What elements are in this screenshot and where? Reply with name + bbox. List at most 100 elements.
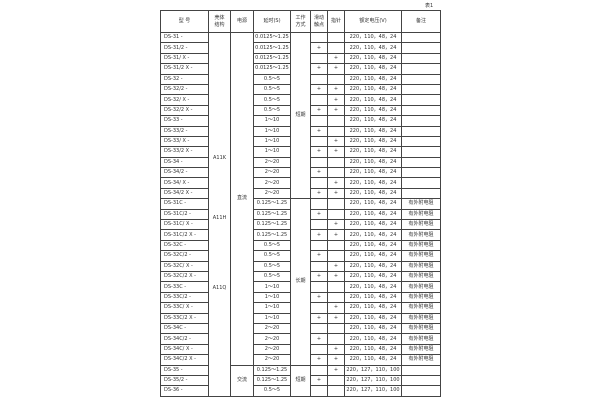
pointer-cell [327, 281, 345, 293]
note-cell [401, 167, 441, 179]
table-row: DS-34/2 X - 2～20 + +220，110，48，24 [160, 187, 441, 200]
model-cell: DS-32C/ X - [160, 260, 209, 273]
delay-cell: 0.5～5 [253, 250, 291, 262]
pointer-cell [327, 31, 345, 44]
shell-label: A11H [212, 215, 227, 221]
table-row: DS-31C -0.125～1.25 长期 220，110，48，24 有外附电阻 [160, 198, 441, 366]
model-cell: DS-35/2 - [160, 374, 209, 387]
model-cell: DS-33 - [160, 115, 209, 127]
slide-contact-cell [310, 94, 328, 106]
model-cell: DS-32C - [160, 239, 209, 252]
table-row: DS-31 - A11K A11H A11Q 直流 0.0125～1.25 短期 220，11… [160, 31, 441, 397]
delay-cell: 0.125～1.25 [253, 208, 291, 221]
table-row: DS-34/2 - 2～20 +220，110，48，24 [160, 167, 441, 179]
pointer-cell: + [327, 94, 345, 106]
voltage-cell: 220，110，48，24 [344, 333, 402, 345]
slide-contact-cell: + [310, 229, 328, 241]
slide-contact-cell: + [310, 354, 328, 366]
delay-cell: 1～10 [253, 135, 291, 148]
header-row: 型 号 壳体 结构 电源 延时(S) 工作 方式 滑动 触点 指针 额定电压(V… [160, 10, 441, 33]
model-cell: DS-32/2 - [160, 83, 209, 96]
header-power: 电源 [230, 10, 254, 33]
delay-cell: 2～20 [253, 322, 291, 335]
model-cell: DS-35 - [160, 364, 209, 376]
header-voltage: 额定电压(V) [344, 10, 402, 33]
delay-cell: 0.125～1.25 [253, 374, 291, 387]
pointer-cell: + [327, 177, 345, 189]
voltage-cell: 220，110，48，24 [344, 291, 402, 304]
voltage-cell: 220，110，48，24 [344, 187, 402, 200]
delay-cell: 0.0125～1.25 [253, 31, 291, 44]
pointer-cell: + [327, 219, 345, 231]
note-cell: 有外附电阻 [401, 302, 441, 314]
note-cell [401, 135, 441, 148]
voltage-cell: 220，110，48，24 [344, 270, 402, 283]
note-cell: 有外附电阻 [401, 208, 441, 221]
model-cell: DS-33/2 - [160, 125, 209, 137]
slide-contact-cell [310, 260, 328, 273]
table-row: DS-33 - 1～10 220，110，48，24 [160, 115, 441, 127]
shell-label: A11K [212, 155, 227, 161]
header-shell: 壳体 结构 [208, 10, 231, 33]
pointer-cell [327, 250, 345, 262]
delay-cell: 2～20 [253, 177, 291, 189]
shell-label: A11Q [212, 285, 227, 291]
delay-cell: 0.125～1.25 [253, 219, 291, 231]
voltage-cell: 220，127，110，100 [344, 374, 402, 387]
note-cell: 有外附电阻 [401, 291, 441, 304]
delay-cell: 2～20 [253, 354, 291, 366]
note-cell [401, 52, 441, 65]
relay-spec-table: 型 号 壳体 结构 电源 延时(S) 工作 方式 滑动 触点 指针 额定电压(V… [160, 10, 441, 397]
pointer-cell [327, 198, 345, 210]
voltage-cell: 220，110，48，24 [344, 302, 402, 314]
delay-cell: 0.125～1.25 [253, 364, 291, 376]
delay-cell: 0.125～1.25 [253, 229, 291, 241]
slide-contact-cell [310, 239, 328, 252]
delay-cell: 1～10 [253, 312, 291, 324]
model-cell: DS-34/ X - [160, 177, 209, 189]
table-caption: 表1 [425, 3, 434, 9]
model-cell: DS-34/2 X - [160, 187, 209, 200]
slide-contact-cell: + [310, 208, 328, 221]
note-cell [401, 146, 441, 158]
model-cell: DS-34C/2 X - [160, 354, 209, 366]
pointer-cell: + [327, 146, 345, 158]
table-row: DS-31/2 X - 0.0125～1.25 + +220，110，48，24 [160, 63, 441, 75]
model-cell: DS-31 - [160, 31, 209, 44]
table-row: DS-33C/ X - 1～10 +220，110，48，24 有外附电阻 [160, 302, 441, 314]
note-cell: 有外附电阻 [401, 270, 441, 283]
voltage-cell: 220，110，48，24 [344, 63, 402, 75]
note-cell: 有外附电阻 [401, 354, 441, 366]
voltage-cell: 220，110，48，24 [344, 156, 402, 169]
voltage-cell: 220，110，48，24 [344, 146, 402, 158]
voltage-cell: 220，110，48，24 [344, 135, 402, 148]
model-cell: DS-33C/2 X - [160, 312, 209, 324]
mode-cell: 短期 [290, 31, 311, 200]
voltage-cell: 220，110，48，24 [344, 312, 402, 324]
model-cell: DS-32 - [160, 73, 209, 85]
slide-contact-cell: + [310, 187, 328, 200]
slide-contact-cell: + [310, 104, 328, 117]
delay-cell: 1～10 [253, 115, 291, 127]
delay-cell: 0.5～5 [253, 104, 291, 117]
header-note: 备注 [401, 10, 441, 33]
pointer-cell: + [327, 135, 345, 148]
note-cell: 有外附电阻 [401, 219, 441, 231]
pointer-cell [327, 208, 345, 221]
delay-cell: 2～20 [253, 156, 291, 169]
shell-cell: A11K A11H A11Q [208, 32, 231, 397]
delay-cell: 2～20 [253, 187, 291, 200]
model-cell: DS-33C - [160, 281, 209, 293]
model-cell: DS-34C/ X - [160, 343, 209, 356]
model-cell: DS-31C/ X - [160, 219, 209, 231]
note-cell [401, 115, 441, 127]
voltage-cell: 220，110，48，24 [344, 219, 402, 231]
delay-cell: 1～10 [253, 302, 291, 314]
model-cell: DS-31C/2 X - [160, 229, 209, 241]
delay-cell: 2～20 [253, 167, 291, 179]
mode-cell: 长期 [290, 198, 311, 366]
model-cell: DS-32/2 X - [160, 104, 209, 117]
pointer-cell: + [327, 270, 345, 283]
delay-cell: 1～10 [253, 281, 291, 293]
header-delay: 延时(S) [253, 10, 291, 33]
